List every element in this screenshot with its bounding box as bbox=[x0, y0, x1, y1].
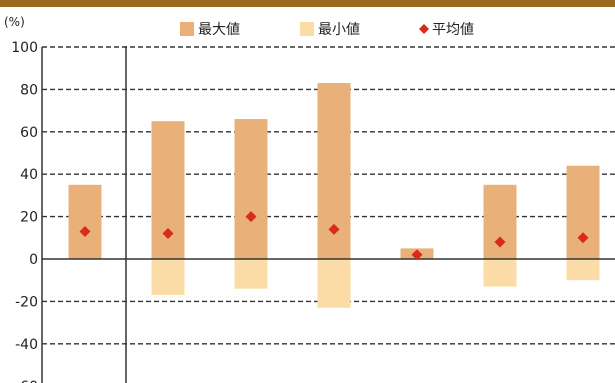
legend-label-min: 最小値 bbox=[318, 22, 360, 38]
y-tick-label: 0 bbox=[29, 252, 38, 268]
y-tick-label: -20 bbox=[15, 294, 38, 310]
max-bar bbox=[68, 184, 102, 259]
avg-marker bbox=[494, 236, 506, 248]
max-bar bbox=[566, 165, 600, 259]
min-bar bbox=[234, 259, 268, 289]
legend-marker-avg bbox=[419, 24, 429, 34]
legend-label-avg: 平均値 bbox=[432, 22, 474, 38]
y-tick-label: 40 bbox=[20, 167, 38, 183]
max-bar bbox=[234, 119, 268, 259]
avg-marker bbox=[328, 223, 340, 235]
y-tick-label: -40 bbox=[15, 337, 38, 353]
legend-swatch-max bbox=[180, 22, 194, 36]
y-tick-label: -60 bbox=[15, 379, 38, 383]
y-tick-label: 60 bbox=[20, 125, 38, 141]
max-bar bbox=[483, 184, 517, 259]
avg-marker bbox=[411, 249, 423, 261]
y-unit-label: (%) bbox=[4, 15, 25, 29]
legend-label-max: 最大値 bbox=[198, 22, 240, 38]
avg-marker bbox=[245, 211, 257, 223]
avg-marker bbox=[577, 232, 589, 244]
min-bar bbox=[483, 259, 517, 287]
y-tick-label: 100 bbox=[11, 40, 38, 56]
y-tick-label: 80 bbox=[20, 82, 38, 98]
legend-swatch-min bbox=[300, 22, 314, 36]
avg-marker bbox=[79, 225, 91, 237]
min-bar bbox=[317, 259, 351, 308]
avg-marker bbox=[162, 228, 174, 240]
top-rule bbox=[0, 0, 615, 7]
y-tick-label: 20 bbox=[20, 210, 38, 226]
min-bar bbox=[151, 259, 185, 296]
min-bar bbox=[566, 259, 600, 281]
